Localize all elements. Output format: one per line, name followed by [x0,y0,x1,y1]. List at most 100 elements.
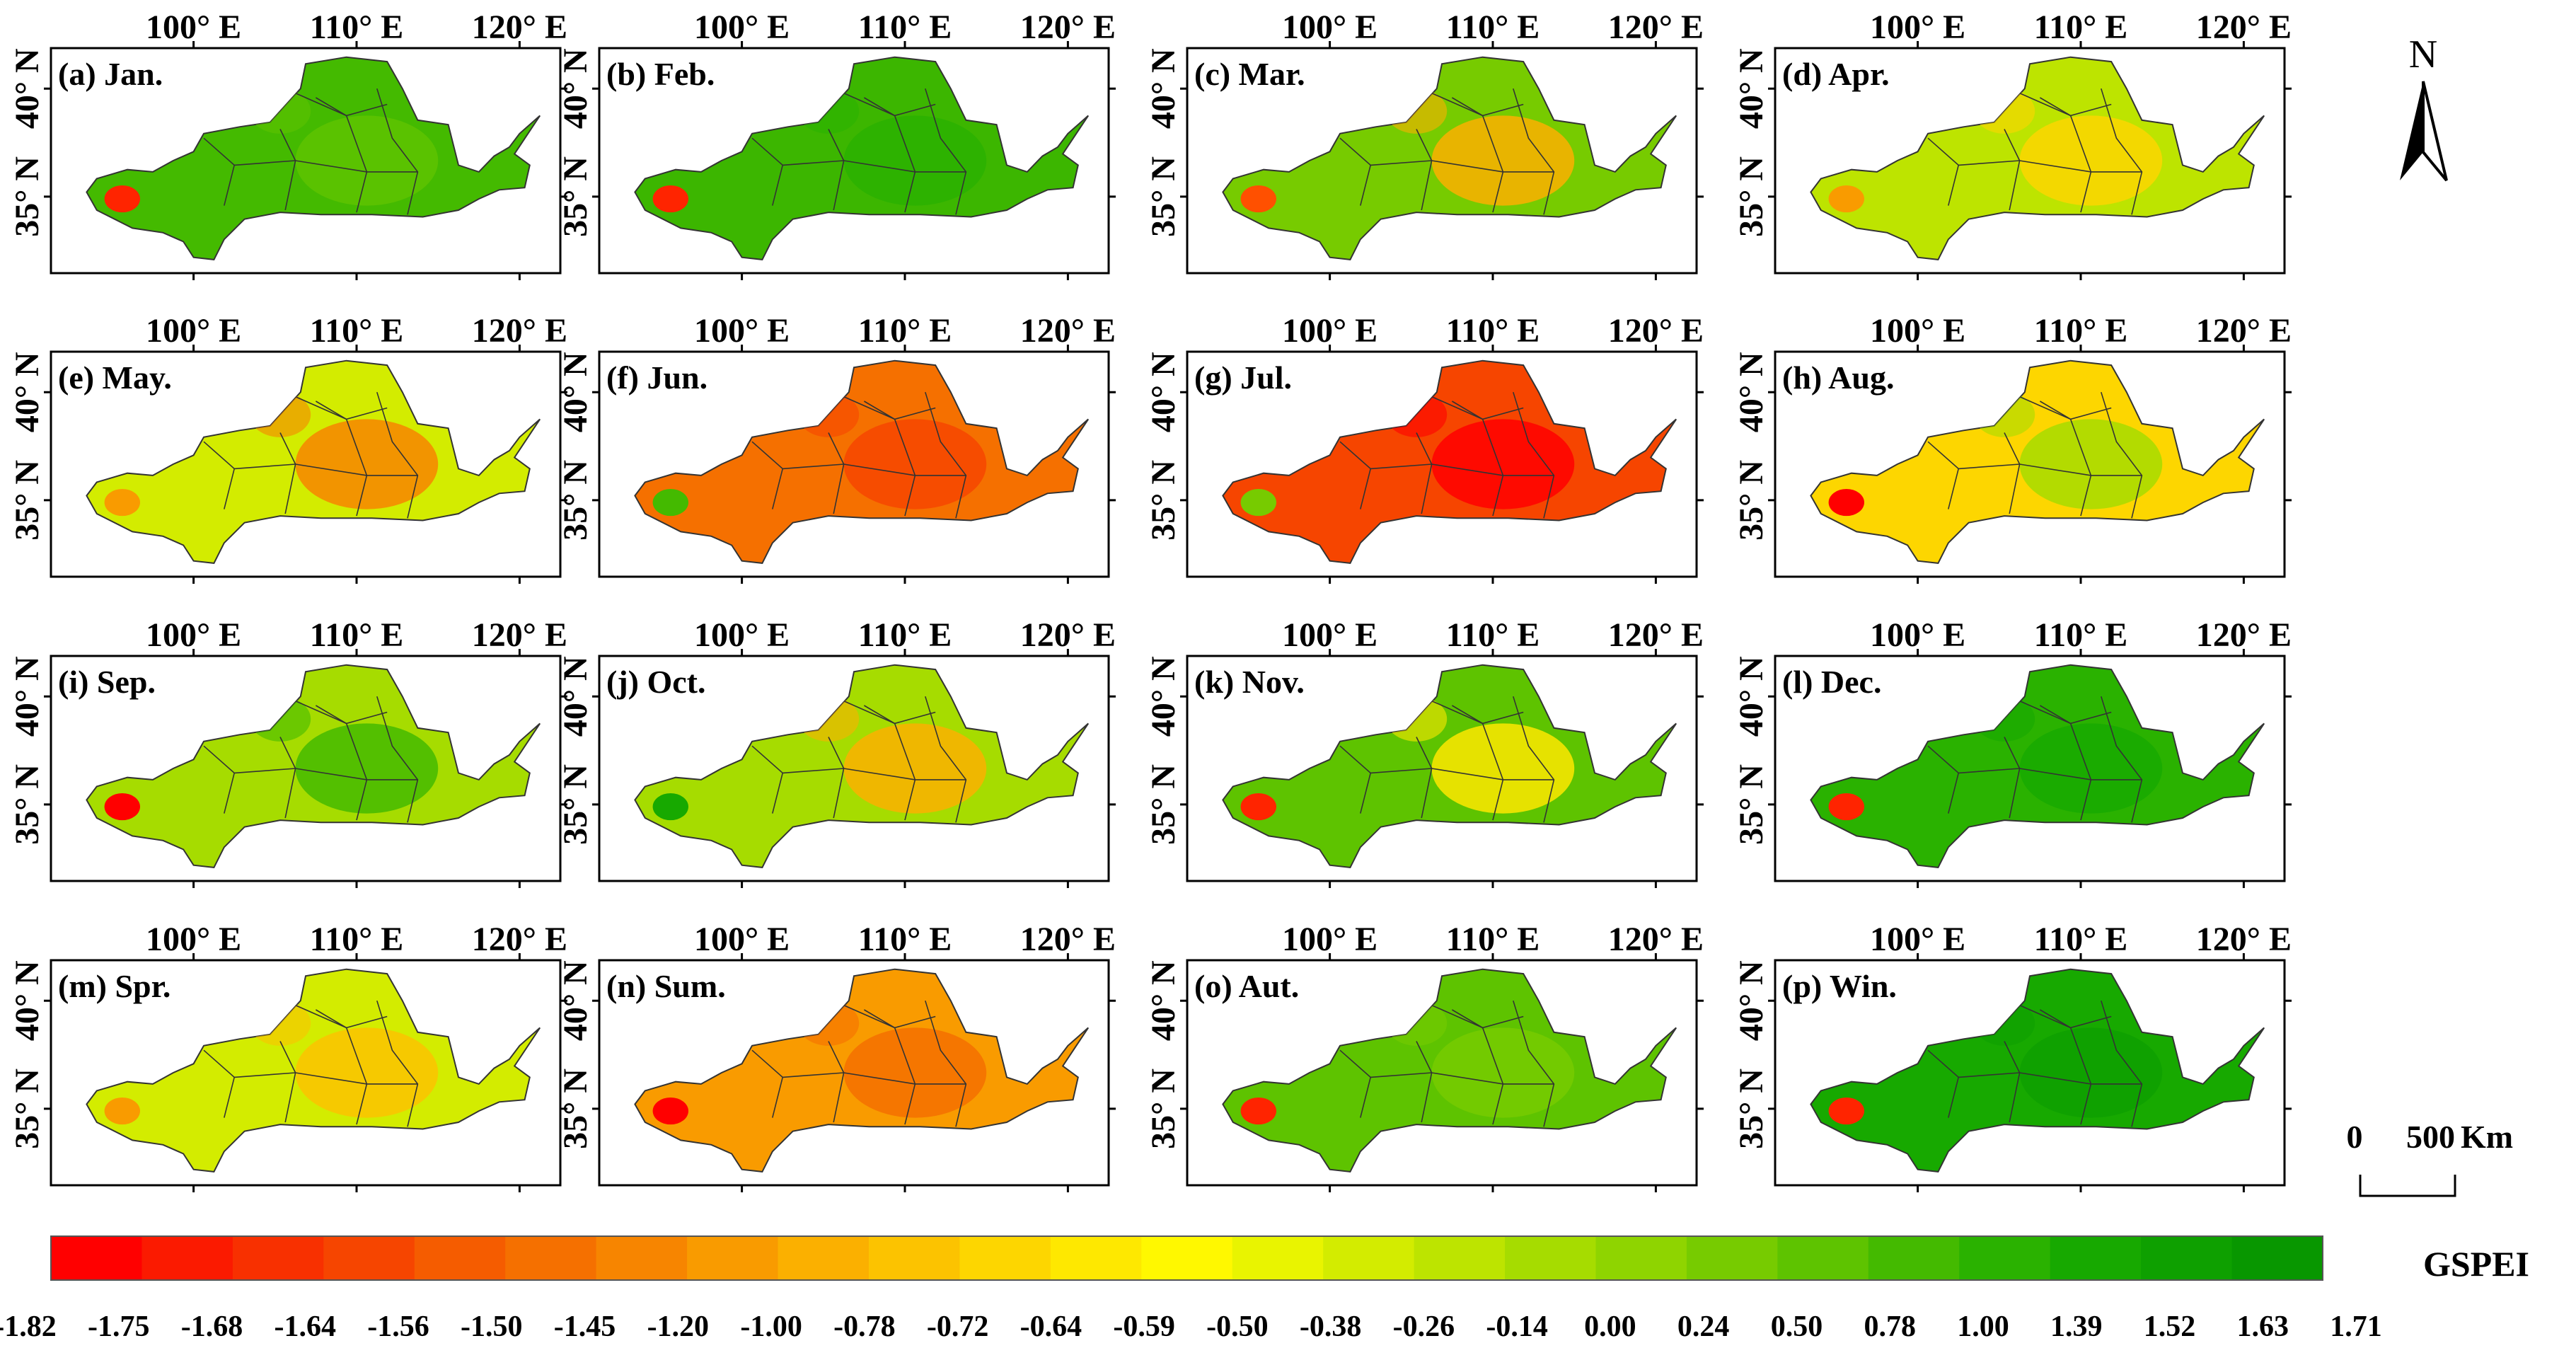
lat-tick-label: 40° N [1145,960,1182,1041]
lon-tick-label: 110° E [1446,312,1540,350]
lon-tick-label: 120° E [472,616,567,654]
anomaly-patch [295,723,439,814]
panel-label: (o) Aut. [1194,968,1299,1004]
lat-tick-label: 40° N [8,48,46,129]
map-panel: 100° E 110° E 120° E 40° N 35° N (l) Dec. [1733,616,2292,888]
map-panel: 100° E 110° E 120° E 40° N 35° N (m) Spr. [8,921,567,1192]
colorbar-tick-label: 1.52 [2144,1310,2196,1343]
colorbar-tick-label: -1.20 [647,1310,710,1343]
lon-tick-label: 100° E [146,616,241,654]
colorbar-swatch [1959,1236,2051,1280]
lat-tick-label: 40° N [1733,960,1770,1041]
lat-tick-label: 40° N [1733,48,1770,129]
lat-tick-label: 35° N [8,460,46,541]
map-panel: 100° E 110° E 120° E 40° N 35° N (j) Oct. [557,616,1116,888]
lon-tick-label: 110° E [1446,616,1540,654]
lon-tick-label: 110° E [310,616,404,654]
lat-tick-label: 35° N [557,764,594,845]
colorbar-tick-label: 1.71 [2330,1310,2382,1343]
lon-tick-label: 110° E [310,312,404,350]
map-panel: 100° E 110° E 120° E 40° N 35° N (c) Mar. [1145,8,1704,280]
colorbar-swatch [596,1236,688,1280]
lon-tick-label: 120° E [1608,616,1704,654]
hotspot [1240,793,1277,821]
panel-label: (l) Dec. [1782,664,1881,700]
lon-tick-label: 120° E [1020,616,1116,654]
lon-tick-label: 110° E [310,921,404,958]
hotspot [1828,488,1864,517]
anomaly-patch [843,419,987,509]
map-panel: 100° E 110° E 120° E 40° N 35° N (h) Aug. [1733,312,2292,584]
lon-tick-label: 110° E [2034,921,2128,958]
lon-tick-label: 120° E [472,921,567,958]
lat-tick-label: 40° N [557,960,594,1041]
colorbar-tick-label: -0.38 [1300,1310,1362,1343]
scale-start-label: 0 [2347,1119,2363,1155]
anomaly-patch [1431,723,1575,814]
colorbar-tick-label: -1.56 [367,1310,429,1343]
anomaly-patch [2019,115,2163,206]
anomaly-patch [2019,723,2163,814]
colorbar-tick-label: -0.64 [1020,1310,1082,1343]
lon-tick-label: 100° E [1870,921,1965,958]
lat-tick-label: 35° N [1145,460,1182,541]
lon-tick-label: 110° E [858,8,952,46]
lat-tick-label: 40° N [1145,656,1182,737]
colorbar-swatch [1323,1236,1415,1280]
colorbar-tick-label: 0.50 [1771,1310,1823,1343]
panel-label: (g) Jul. [1194,359,1292,396]
colorbar-swatch [2050,1236,2142,1280]
lon-tick-label: 100° E [146,312,241,350]
hotspot [104,488,140,517]
panel-label: (p) Win. [1782,968,1897,1004]
anomaly-patch [843,115,987,206]
lon-tick-label: 120° E [1608,8,1704,46]
colorbar-tick-label: -0.14 [1486,1310,1548,1343]
colorbar-title: GSPEI [2423,1244,2529,1284]
lon-tick-label: 110° E [858,921,952,958]
panel-label: (m) Spr. [58,968,171,1004]
colorbar-swatch [323,1236,415,1280]
colorbar-tick-label: -0.78 [833,1310,896,1343]
lat-tick-label: 35° N [1733,1068,1770,1149]
map-panel: 100° E 110° E 120° E 40° N 35° N (b) Feb. [557,8,1116,280]
lat-tick-label: 35° N [1733,460,1770,541]
lat-tick-label: 35° N [557,1068,594,1149]
lon-tick-label: 120° E [2196,616,2292,654]
colorbar-tick-label: -1.50 [461,1310,523,1343]
colorbar-tick-label: 0.78 [1864,1310,1916,1343]
map-panel: 100° E 110° E 120° E 40° N 35° N (n) Sum. [557,921,1116,1192]
anomaly-patch [2019,419,2163,509]
colorbar-swatch [778,1236,870,1280]
map-panels: 100° E 110° E 120° E40° N35° N(a) Jan.100°… [8,8,2292,1192]
lon-tick-label: 120° E [2196,921,2292,958]
panel-label: (a) Jan. [58,56,163,92]
lat-tick-label: 40° N [8,352,46,432]
lat-tick-label: 35° N [8,156,46,237]
colorbar-tick-label: -0.72 [927,1310,989,1343]
lon-tick-label: 100° E [146,921,241,958]
panel-label: (e) May. [58,359,172,396]
lat-tick-label: 40° N [8,960,46,1041]
lon-tick-label: 100° E [694,8,790,46]
colorbar: -1.82 -1.75 -1.68 -1.64 -1.56 -1.50 -1.45 -1.20… [0,1235,2382,1343]
lon-tick-label: 110° E [310,8,404,46]
hotspot [652,793,688,821]
lon-tick-label: 120° E [1608,312,1704,350]
hotspot [652,1097,688,1125]
colorbar-tick-label: 1.00 [1957,1310,2009,1343]
lon-tick-label: 120° E [1020,8,1116,46]
lat-tick-label: 40° N [557,656,594,737]
lon-tick-label: 110° E [2034,616,2128,654]
lon-tick-label: 100° E [1870,616,1965,654]
colorbar-swatch [1686,1236,1778,1280]
panel-label: (j) Oct. [606,664,705,700]
panel-label: (k) Nov. [1194,664,1305,700]
colorbar-swatch [1777,1236,1869,1280]
map-panel: 100° E 110° E 120° E 40° N 35° N (i) Sep. [8,616,567,888]
colorbar-tick-label: 0.00 [1584,1310,1636,1343]
colorbar-tick-label: -1.45 [554,1310,616,1343]
lon-tick-label: 120° E [472,8,567,46]
north-label: N [2409,33,2437,76]
colorbar-tick-label: 0.24 [1677,1310,1730,1343]
